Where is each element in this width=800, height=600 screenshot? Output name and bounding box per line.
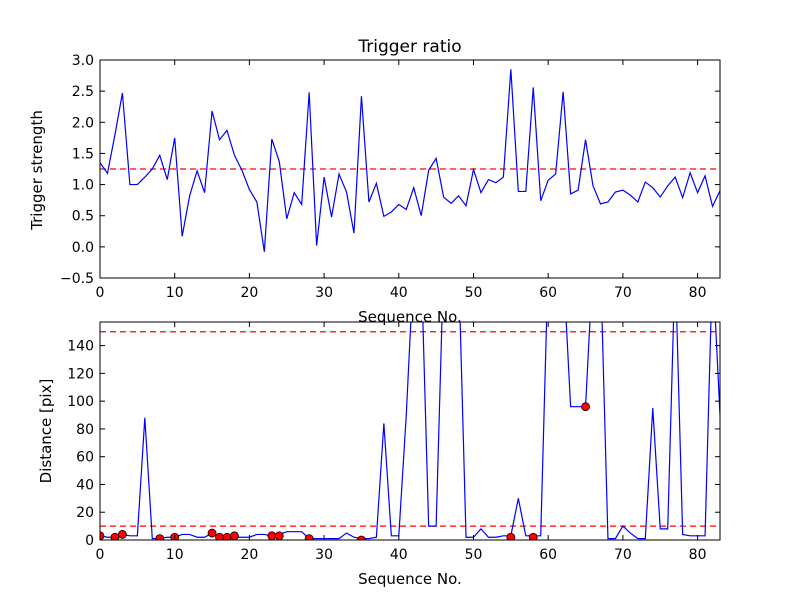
x-tick-label: 20 xyxy=(240,285,258,301)
x-axis-label: Sequence No. xyxy=(358,570,462,588)
trigger-plot-area: 0 10 20 30 40 50 60 70 80 −0.5 0.0 0.5 1.0 1.5 2.0 2.5 3… xyxy=(60,53,721,301)
y-tick-label: 0 xyxy=(85,533,94,549)
y-tick-label: 3.0 xyxy=(72,53,94,69)
y-tick-label: 2.5 xyxy=(72,84,94,100)
data-point-marker xyxy=(528,532,538,540)
y-axis-label: Trigger strength xyxy=(28,110,46,231)
data-point-marker xyxy=(110,532,120,540)
y-tick-label: −0.5 xyxy=(60,271,94,287)
data-point-marker xyxy=(100,531,105,540)
y-tick-label: 0.5 xyxy=(72,209,94,225)
y-tick-label: 20 xyxy=(76,505,94,521)
data-point-marker xyxy=(581,402,590,412)
x-tick-label: 20 xyxy=(240,547,258,563)
y-tick-label: 140 xyxy=(67,339,94,355)
axes-frame xyxy=(99,59,721,279)
data-point-marker xyxy=(357,535,366,540)
y-axis-label: Distance [pix] xyxy=(37,379,55,484)
x-tick-label: 70 xyxy=(614,547,632,563)
x-tick-label: 40 xyxy=(390,547,408,563)
data-point-marker xyxy=(118,530,127,539)
x-axis-label: Sequence No. xyxy=(358,308,462,326)
y-tick-label: 40 xyxy=(76,477,94,493)
series-line xyxy=(100,322,720,540)
distance-panel: 0 10 20 30 40 50 60 70 80 0 20 40 60 80 100 120 140 Sequ… xyxy=(37,321,721,588)
data-point-marker xyxy=(304,534,314,540)
data-layer xyxy=(100,322,720,540)
x-tick-label: 40 xyxy=(390,285,408,301)
data-point-marker xyxy=(207,528,217,538)
data-point-marker xyxy=(274,531,284,540)
y-tick-label: 1.5 xyxy=(72,146,94,162)
x-tick-label: 50 xyxy=(465,547,483,563)
x-tick-label: 70 xyxy=(614,285,632,301)
data-point-marker xyxy=(230,531,239,540)
y-tick-label: 120 xyxy=(67,366,94,382)
x-tick-label: 0 xyxy=(96,547,105,563)
y-tick-label: 60 xyxy=(76,450,94,466)
x-tick-label: 10 xyxy=(166,285,184,301)
x-tick-label: 0 xyxy=(96,285,105,301)
x-tick-label: 10 xyxy=(166,547,184,563)
x-tick-label: 50 xyxy=(465,285,483,301)
axes-frame xyxy=(99,321,721,541)
y-tick-label: 0.0 xyxy=(72,240,94,256)
y-tick-label: 1.0 xyxy=(72,178,94,194)
x-tick-label: 60 xyxy=(539,547,557,563)
x-tick-label: 80 xyxy=(689,285,707,301)
y-tick-label: 80 xyxy=(76,422,94,438)
x-tick-label: 30 xyxy=(315,285,333,301)
series-line xyxy=(100,69,720,252)
x-tick-label: 60 xyxy=(539,285,557,301)
distance-plot-area: 0 10 20 30 40 50 60 70 80 0 20 40 60 80 100 120 140 xyxy=(67,321,721,563)
data-point-marker xyxy=(506,532,516,540)
y-tick-label: 2.0 xyxy=(72,115,94,131)
data-layer xyxy=(100,69,720,252)
data-point-marker xyxy=(155,534,165,540)
panel-title: Trigger ratio xyxy=(357,37,461,57)
x-tick-label: 30 xyxy=(315,547,333,563)
data-point-marker xyxy=(267,531,277,540)
x-tick-label: 80 xyxy=(689,547,707,563)
y-tick-label: 100 xyxy=(67,394,94,410)
